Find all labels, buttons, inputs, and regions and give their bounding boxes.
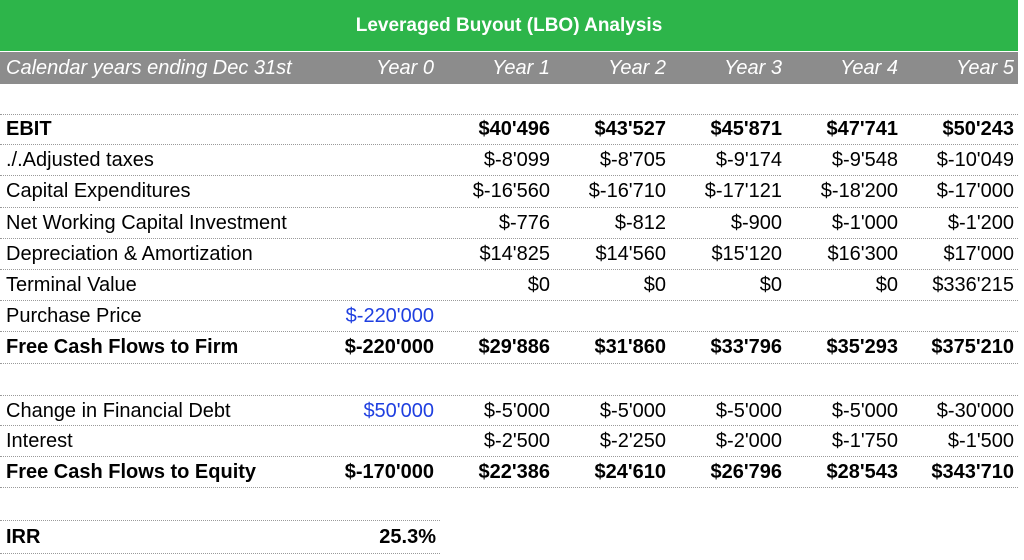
cell-year-2[interactable]: $31'860 xyxy=(594,336,667,359)
cell-year-5[interactable]: $-1'500 xyxy=(947,429,1014,452)
cell-year-3[interactable]: $33'796 xyxy=(710,336,783,359)
cell-year-5[interactable]: $17'000 xyxy=(943,242,1014,265)
row-label: Terminal Value xyxy=(6,273,137,296)
cell-year-2[interactable]: $14'560 xyxy=(595,242,666,265)
cell-year-5[interactable]: $336'215 xyxy=(932,273,1014,296)
cell-year-3[interactable]: $-5'000 xyxy=(715,399,782,422)
row-label: Capital Expenditures xyxy=(6,180,191,203)
header-year-4: Year 4 xyxy=(840,57,898,79)
cell-year-4[interactable]: $16'300 xyxy=(827,242,898,265)
row-label: ./.Adjusted taxes xyxy=(6,149,154,172)
cell-year-3[interactable]: $26'796 xyxy=(710,461,783,484)
cell-year-4[interactable]: $-18'200 xyxy=(820,180,898,203)
row-free-cash-flows-to-equity: Free Cash Flows to Equity $-170'000 $22'… xyxy=(0,457,1018,489)
cell-year-1[interactable]: $-16'560 xyxy=(472,180,550,203)
cell-year-2[interactable]: $43'527 xyxy=(594,118,667,140)
cell-year-3[interactable]: $-9'174 xyxy=(715,149,782,172)
row-purchase-price: Purchase Price $-220'000 xyxy=(0,301,1018,333)
cell-year-5[interactable]: $50'243 xyxy=(942,118,1015,140)
cash-flow-table: EBIT $40'496 $43'527 $45'871 $47'741 $50… xyxy=(0,114,1018,489)
row-label: Change in Financial Debt xyxy=(6,399,231,422)
cell-year-0[interactable]: $-220'000 xyxy=(345,305,434,328)
cell-year-2[interactable]: $-2'250 xyxy=(599,429,666,452)
row-label: Free Cash Flows to Firm xyxy=(6,336,239,359)
cell-year-5[interactable]: $343'710 xyxy=(931,461,1014,484)
cell-year-3[interactable]: $0 xyxy=(759,273,782,296)
cell-year-2[interactable]: $-5'000 xyxy=(599,399,666,422)
cell-year-0[interactable]: $50'000 xyxy=(363,399,434,422)
row-capital-expenditures: Capital Expenditures $-16'560 $-16'710 $… xyxy=(0,176,1018,208)
irr-row: IRR 25.3% xyxy=(0,520,440,554)
row-label: Purchase Price xyxy=(6,305,142,328)
cell-year-0[interactable]: $-220'000 xyxy=(344,336,434,359)
cell-year-1[interactable]: $-5'000 xyxy=(483,399,550,422)
cell-year-4[interactable]: $-9'548 xyxy=(831,149,898,172)
row-change-in-financial-debt: Change in Financial Debt $50'000 $-5'000… xyxy=(0,394,1018,426)
header-year-1: Year 1 xyxy=(492,57,550,79)
cell-year-5[interactable]: $-10'049 xyxy=(936,149,1014,172)
row-net-working-capital: Net Working Capital Investment $-776 $-8… xyxy=(0,208,1018,239)
cell-year-2[interactable]: $0 xyxy=(643,273,666,296)
cell-year-5[interactable]: $-1'200 xyxy=(947,211,1014,234)
header-year-0: Year 0 xyxy=(376,57,434,79)
row-label: Interest xyxy=(6,429,73,452)
cell-year-5[interactable]: $375'210 xyxy=(931,336,1014,359)
row-depreciation-amortization: Depreciation & Amortization $14'825 $14'… xyxy=(0,239,1018,270)
row-label: EBIT xyxy=(6,118,52,140)
header-label: Calendar years ending Dec 31st xyxy=(6,57,292,79)
cell-year-0[interactable]: $-170'000 xyxy=(344,461,434,484)
cell-year-3[interactable]: $-900 xyxy=(730,211,782,234)
row-free-cash-flows-to-firm: Free Cash Flows to Firm $-220'000 $29'88… xyxy=(0,332,1018,364)
cell-year-1[interactable]: $0 xyxy=(527,273,550,296)
cell-year-1[interactable]: $-8'099 xyxy=(483,149,550,172)
cell-year-2[interactable]: $-812 xyxy=(614,211,666,234)
cell-year-4[interactable]: $47'741 xyxy=(826,118,899,140)
cell-year-4[interactable]: $-1'000 xyxy=(831,211,898,234)
cell-year-1[interactable]: $-776 xyxy=(498,211,550,234)
irr-label: IRR xyxy=(6,526,41,548)
row-label: Net Working Capital Investment xyxy=(6,211,287,234)
cell-year-1[interactable]: $-2'500 xyxy=(483,429,550,452)
row-ebit: EBIT $40'496 $43'527 $45'871 $47'741 $50… xyxy=(0,114,1018,146)
cell-year-4[interactable]: $-1'750 xyxy=(831,429,898,452)
top-rule xyxy=(0,114,1018,115)
cell-year-5[interactable]: $-30'000 xyxy=(936,399,1014,422)
row-label: Depreciation & Amortization xyxy=(6,242,253,265)
cell-year-3[interactable]: $-17'121 xyxy=(704,180,782,203)
cell-year-4[interactable]: $-5'000 xyxy=(831,399,898,422)
header-year-3: Year 3 xyxy=(724,57,782,79)
cell-year-1[interactable]: $14'825 xyxy=(479,242,550,265)
sheet-title: Leveraged Buyout (LBO) Analysis xyxy=(0,0,1018,53)
cell-year-3[interactable]: $-2'000 xyxy=(715,429,782,452)
cell-year-3[interactable]: $15'120 xyxy=(711,242,782,265)
cell-year-4[interactable]: $35'293 xyxy=(826,336,899,359)
cell-year-1[interactable]: $29'886 xyxy=(478,336,551,359)
cell-year-5[interactable]: $-17'000 xyxy=(936,180,1014,203)
header-row: Calendar years ending Dec 31st Year 0 Ye… xyxy=(0,52,1018,84)
cell-year-1[interactable]: $40'496 xyxy=(478,118,551,140)
row-label: Free Cash Flows to Equity xyxy=(6,461,257,484)
row-interest: Interest $-2'500 $-2'250 $-2'000 $-1'750… xyxy=(0,426,1018,458)
row-adjusted-taxes: ./.Adjusted taxes $-8'099 $-8'705 $-9'17… xyxy=(0,145,1018,177)
cell-year-2[interactable]: $-8'705 xyxy=(599,149,666,172)
spacer-row xyxy=(0,364,1018,395)
header-year-2: Year 2 xyxy=(608,57,666,79)
irr-value[interactable]: 25.3% xyxy=(379,526,436,548)
cell-year-4[interactable]: $0 xyxy=(875,273,898,296)
cell-year-1[interactable]: $22'386 xyxy=(478,461,551,484)
header-year-5: Year 5 xyxy=(956,57,1014,79)
row-terminal-value: Terminal Value $0 $0 $0 $0 $336'215 xyxy=(0,270,1018,302)
cell-year-2[interactable]: $-16'710 xyxy=(588,180,666,203)
cell-year-4[interactable]: $28'543 xyxy=(826,461,899,484)
cell-year-3[interactable]: $45'871 xyxy=(710,118,783,140)
cell-year-2[interactable]: $24'610 xyxy=(594,461,667,484)
